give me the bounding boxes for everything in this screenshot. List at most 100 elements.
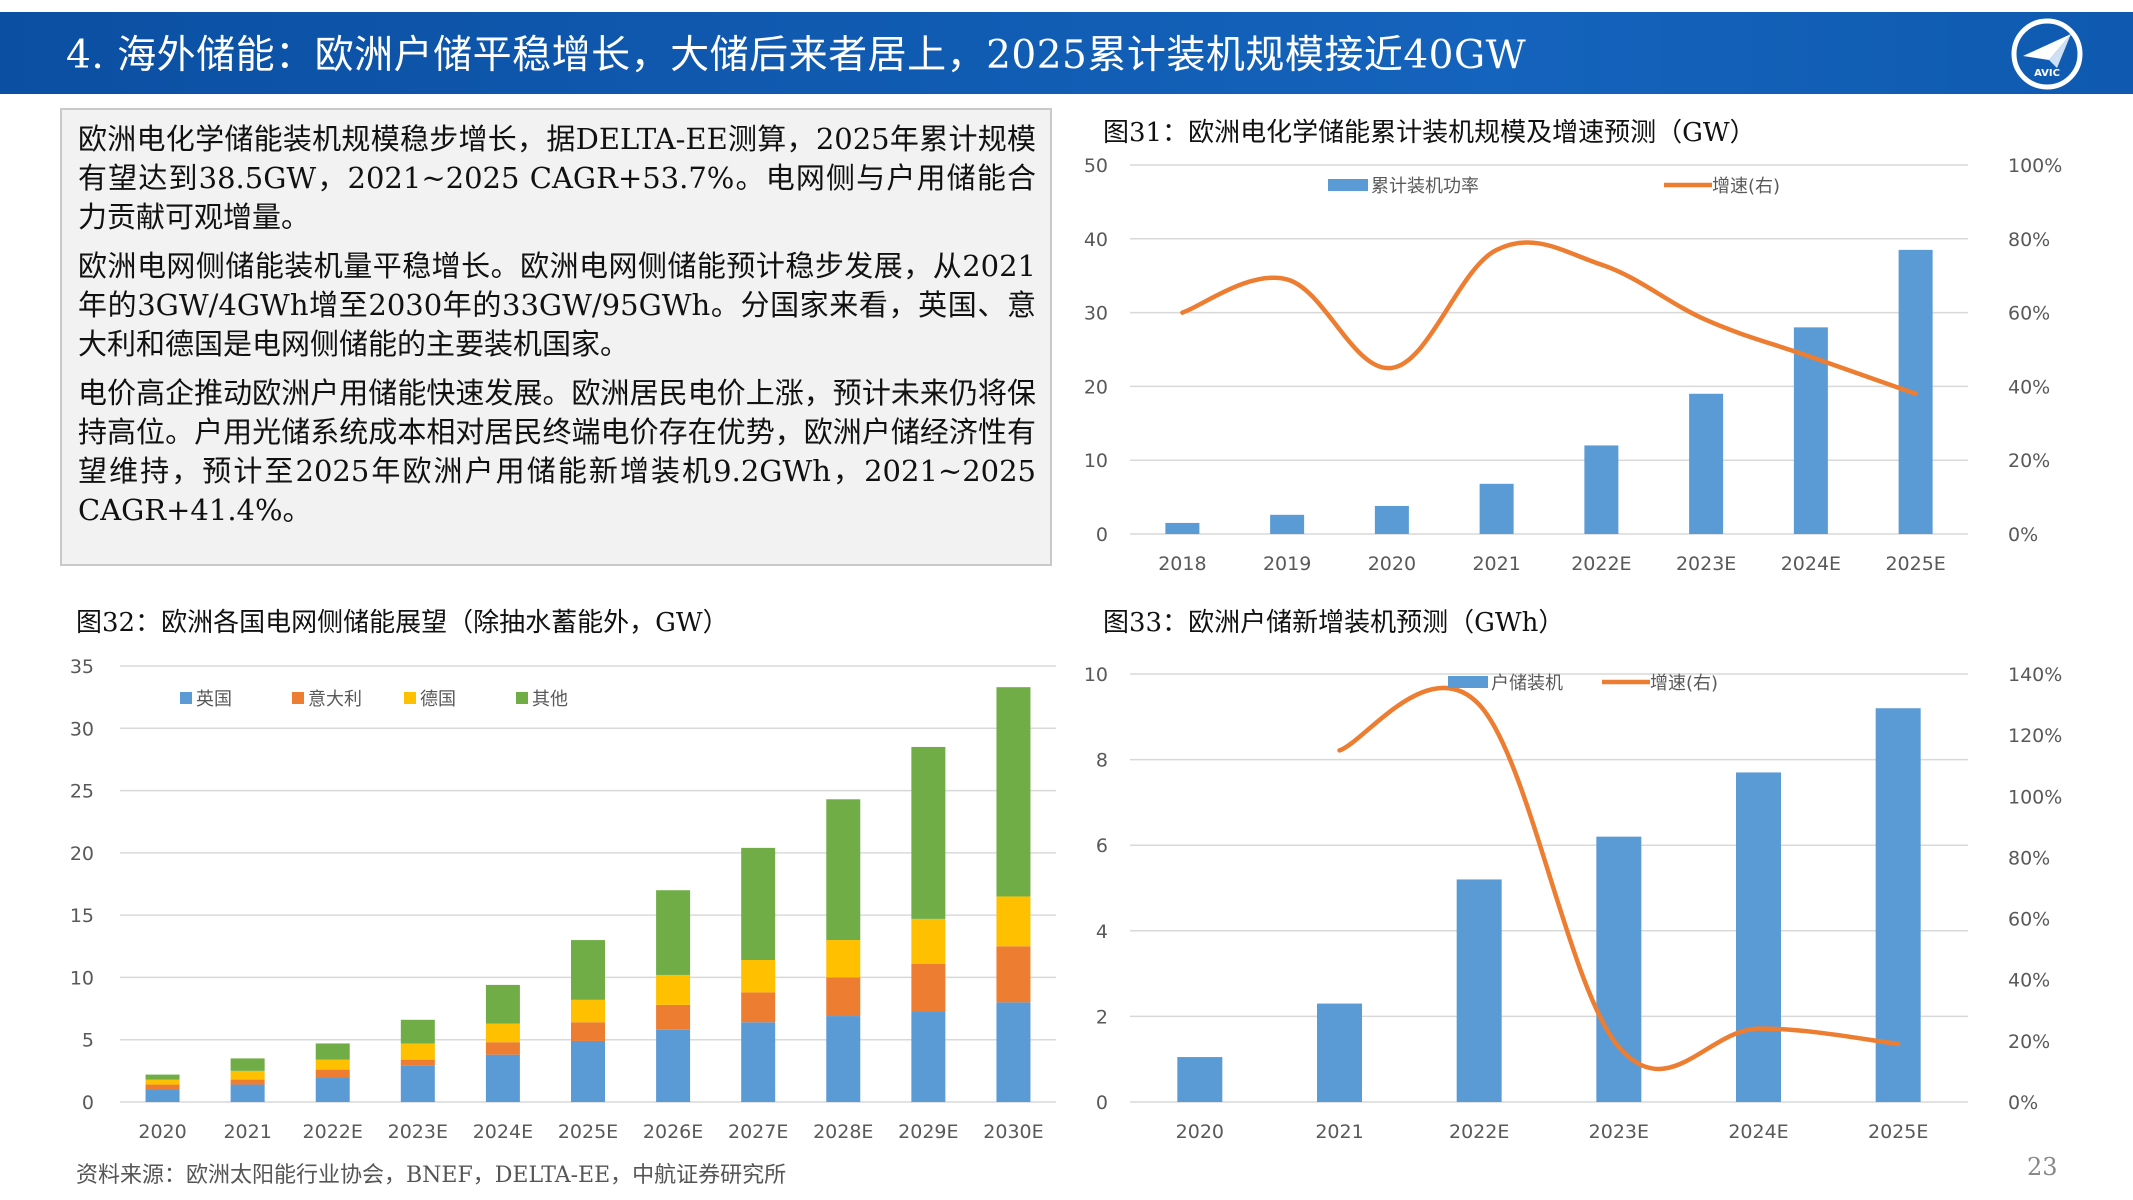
- bar-segment: [400, 1065, 435, 1102]
- fig32-chart: 0 5 10 15 20 25 30 35 2020 2021 2022E 2023E 2024E 202…: [70, 656, 1056, 1143]
- bar-segment: [400, 1019, 435, 1044]
- bar-segment: [145, 1089, 180, 1102]
- bar: [1479, 483, 1514, 534]
- x-tick-label: 2026E: [643, 1121, 703, 1143]
- legend-swatch: [180, 692, 192, 704]
- y2-tick-label: 0%: [2008, 1092, 2038, 1114]
- y2-tick-label: 140%: [2008, 664, 2062, 686]
- bar-segment: [996, 1002, 1031, 1102]
- bar-segment: [911, 746, 946, 919]
- y-tick-label: 0: [1096, 1092, 1108, 1114]
- bar-segment: [571, 999, 605, 1023]
- y2-tick-label: 20%: [2008, 450, 2050, 472]
- bar-segment: [230, 1058, 265, 1071]
- y-tick-label: 40: [1084, 229, 1108, 251]
- bar-segment: [911, 963, 946, 1012]
- bar-segment: [485, 1023, 520, 1043]
- y2-tick-label: 60%: [2008, 909, 2050, 931]
- x-tick-label: 2022E: [1571, 553, 1631, 575]
- bar-segment: [656, 1029, 691, 1102]
- x-tick-label: 2024E: [473, 1121, 533, 1143]
- y2-tick-label: 60%: [2008, 303, 2050, 325]
- bar-segment: [996, 687, 1031, 897]
- x-tick-label: 2030E: [983, 1121, 1043, 1143]
- y-tick-label: 2: [1096, 1006, 1108, 1028]
- x-tick-label: 2021: [1472, 553, 1520, 575]
- bar-segment: [485, 1054, 520, 1102]
- legend-label: 增速(右): [1650, 673, 1718, 694]
- summary-paragraph-1: 欧洲电化学储能装机规模稳步增长，据DELTA-EE测算，2025年累计规模有望达…: [78, 122, 1036, 234]
- y-tick-label: 10: [70, 967, 94, 989]
- bar-segment: [485, 984, 520, 1024]
- x-tick-label: 2020: [1368, 553, 1416, 575]
- bar-segment: [485, 1042, 520, 1055]
- bar-segment: [741, 992, 776, 1023]
- x-tick-label: 2023E: [388, 1121, 448, 1143]
- bar-segment: [230, 1070, 265, 1080]
- legend-swatch: [1448, 676, 1488, 688]
- fig32-caption: 图32：欧洲各国电网侧储能展望（除抽水蓄能外，GW）: [76, 608, 729, 638]
- bar-segment: [656, 890, 691, 975]
- bar-segment: [230, 1084, 265, 1102]
- summary-textbox: 欧洲电化学储能装机规模稳步增长，据DELTA-EE测算，2025年累计规模有望达…: [60, 108, 1052, 566]
- bar: [1456, 879, 1502, 1102]
- bar-segment: [741, 959, 776, 993]
- bar-segment: [571, 940, 605, 1000]
- x-tick-label: 2022E: [1449, 1121, 1509, 1143]
- bar: [1689, 393, 1724, 534]
- bar: [1165, 522, 1200, 534]
- y2-tick-label: 100%: [2008, 786, 2062, 808]
- x-tick-label: 2018: [1158, 553, 1206, 575]
- bar-segment: [571, 1040, 605, 1102]
- y-tick-label: 35: [70, 656, 94, 678]
- y2-tick-label: 40%: [2008, 376, 2050, 398]
- x-tick-label: 2024E: [1781, 553, 1841, 575]
- fig31-chart: 0 10 20 30 40 50 0% 20% 40% 60% 80% 100% 2018 2019 202…: [1084, 155, 2063, 575]
- growth-line: [1337, 685, 1901, 1072]
- y-tick-label: 25: [70, 781, 94, 803]
- bar-segment: [996, 896, 1031, 947]
- x-tick-label: 2025E: [558, 1121, 618, 1143]
- y-tick-label: 15: [70, 905, 94, 927]
- legend-label: 增速(右): [1712, 176, 1780, 197]
- y2-tick-label: 80%: [2008, 229, 2050, 251]
- bar-segment: [911, 1011, 946, 1102]
- bar: [1177, 1057, 1223, 1102]
- x-tick-label: 2021: [1315, 1121, 1363, 1143]
- y-tick-label: 30: [1084, 303, 1108, 325]
- bar-segment: [826, 799, 861, 941]
- bar: [1374, 505, 1409, 534]
- bar-segment: [741, 1022, 776, 1102]
- page-title: 4. 海外储能：欧洲户储平稳增长，大储后来者居上，2025累计装机规模接近40G…: [66, 33, 1527, 78]
- x-tick-label: 2027E: [728, 1121, 788, 1143]
- legend-label: 德国: [420, 689, 456, 710]
- bar-segment: [315, 1059, 350, 1070]
- bar-segment: [826, 977, 861, 1017]
- bar-segment: [400, 1043, 435, 1060]
- legend-label: 意大利: [308, 689, 362, 710]
- fig33-caption: 图33：欧洲户储新增装机预测（GWh）: [1103, 608, 1565, 638]
- bar: [1270, 514, 1305, 534]
- y2-tick-label: 40%: [2008, 970, 2050, 992]
- legend-label: 户储装机: [1491, 673, 1563, 694]
- x-tick-label: 2020: [138, 1121, 186, 1143]
- y-tick-label: 20: [1084, 376, 1108, 398]
- bar-segment: [145, 1074, 180, 1080]
- legend-swatch: [516, 692, 528, 704]
- x-tick-label: 2020: [1176, 1121, 1224, 1143]
- page-number: 23: [2027, 1153, 2058, 1181]
- header-bar: 4. 海外储能：欧洲户储平稳增长，大储后来者居上，2025累计装机规模接近40G…: [0, 12, 2133, 94]
- bar: [1736, 772, 1781, 1102]
- bar: [1317, 1003, 1362, 1102]
- bar-segment: [656, 1004, 691, 1030]
- bar-segment: [400, 1059, 435, 1066]
- bar-segment: [315, 1077, 350, 1102]
- x-tick-label: 2025E: [1868, 1121, 1928, 1143]
- bar-segment: [656, 974, 691, 1005]
- bar-segment: [826, 940, 861, 978]
- fig31-caption: 图31：欧洲电化学储能累计装机规模及增速预测（GW）: [1103, 118, 1756, 148]
- y2-tick-label: 80%: [2008, 847, 2050, 869]
- summary-paragraph-3: 电价高企推动欧洲户用储能快速发展。欧洲居民电价上涨，预计未来仍将保持高位。户用光…: [78, 376, 1036, 527]
- bar-segment: [315, 1043, 350, 1060]
